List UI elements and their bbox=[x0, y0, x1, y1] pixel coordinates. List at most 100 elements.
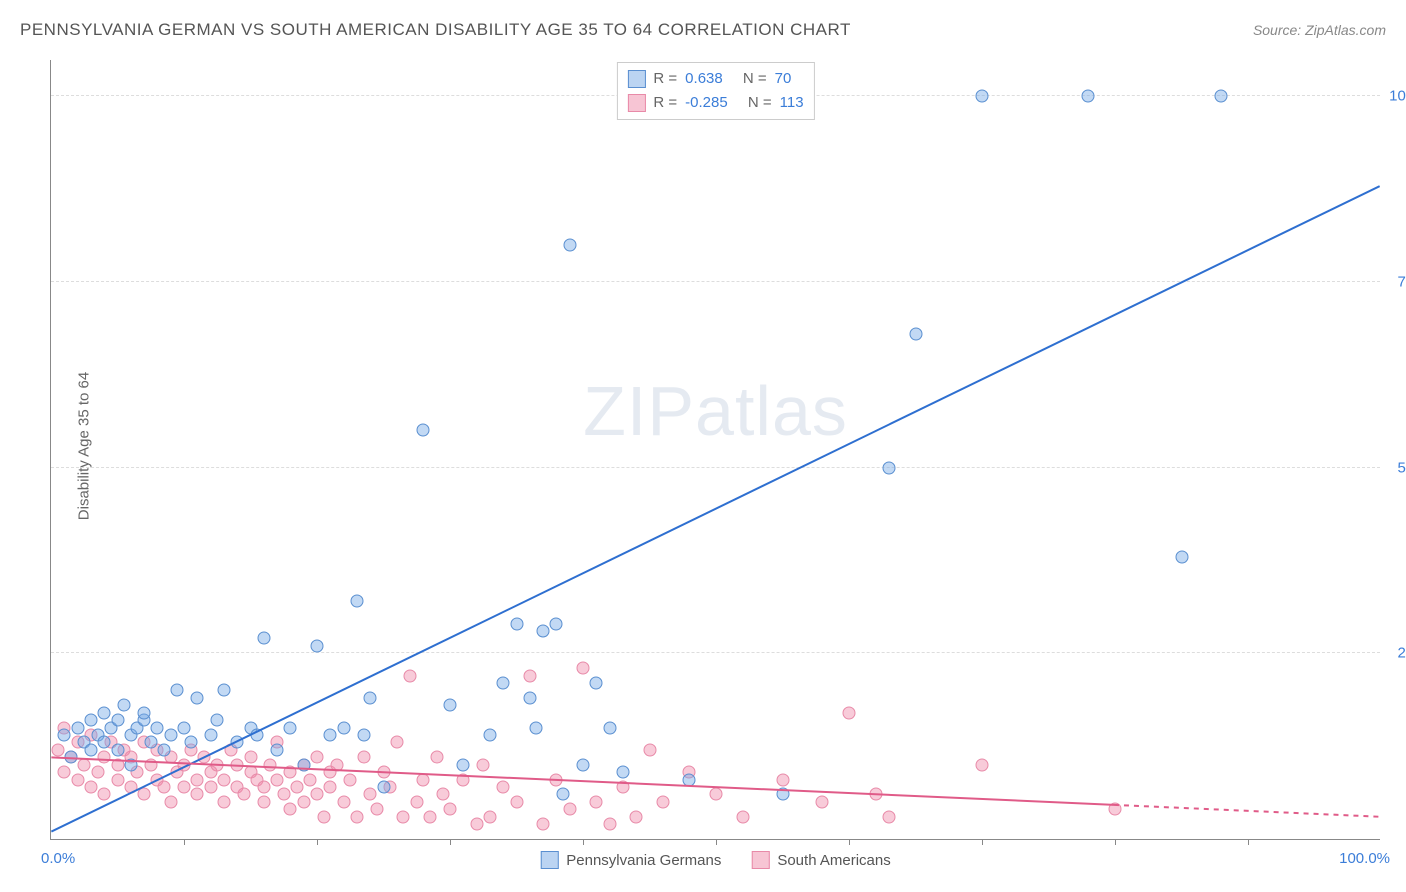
scatter-point bbox=[417, 773, 430, 786]
scatter-point bbox=[204, 729, 217, 742]
scatter-point bbox=[257, 632, 270, 645]
scatter-point bbox=[184, 736, 197, 749]
legend-r-label: R = bbox=[653, 67, 677, 91]
scatter-point bbox=[251, 729, 264, 742]
scatter-point bbox=[710, 788, 723, 801]
scatter-point bbox=[84, 781, 97, 794]
watermark-part2: atlas bbox=[695, 372, 848, 450]
scatter-point bbox=[51, 743, 64, 756]
scatter-point bbox=[58, 729, 71, 742]
scatter-point bbox=[211, 714, 224, 727]
scatter-point bbox=[217, 795, 230, 808]
trend-line bbox=[1114, 805, 1380, 817]
x-tick bbox=[1248, 839, 1249, 845]
scatter-point bbox=[191, 773, 204, 786]
scatter-point bbox=[231, 736, 244, 749]
scatter-point bbox=[297, 758, 310, 771]
scatter-point bbox=[616, 766, 629, 779]
scatter-point bbox=[118, 699, 131, 712]
scatter-point bbox=[217, 684, 230, 697]
scatter-point bbox=[237, 788, 250, 801]
scatter-point bbox=[656, 795, 669, 808]
scatter-point bbox=[1175, 550, 1188, 563]
gridline bbox=[51, 281, 1380, 282]
scatter-point bbox=[291, 781, 304, 794]
scatter-point bbox=[616, 781, 629, 794]
scatter-point bbox=[577, 662, 590, 675]
scatter-point bbox=[138, 706, 151, 719]
legend-row-blue: R = 0.638 N = 70 bbox=[627, 67, 803, 91]
scatter-point bbox=[510, 617, 523, 630]
plot-area: ZIPatlas R = 0.638 N = 70 R = -0.285 N =… bbox=[50, 60, 1380, 840]
scatter-point bbox=[144, 758, 157, 771]
scatter-point bbox=[271, 773, 284, 786]
legend-n-value: 70 bbox=[775, 67, 792, 91]
scatter-point bbox=[557, 788, 570, 801]
scatter-point bbox=[78, 758, 91, 771]
scatter-point bbox=[138, 788, 151, 801]
scatter-point bbox=[563, 238, 576, 251]
scatter-point bbox=[483, 729, 496, 742]
legend-label-blue: Pennsylvania Germans bbox=[566, 852, 721, 869]
scatter-point bbox=[882, 810, 895, 823]
legend-label-pink: South Americans bbox=[777, 852, 890, 869]
scatter-point bbox=[244, 751, 257, 764]
scatter-point bbox=[843, 706, 856, 719]
legend-correlation: R = 0.638 N = 70 R = -0.285 N = 113 bbox=[616, 62, 814, 120]
legend-swatch-blue-icon bbox=[627, 70, 645, 88]
scatter-point bbox=[816, 795, 829, 808]
scatter-point bbox=[84, 743, 97, 756]
x-tick bbox=[450, 839, 451, 845]
scatter-point bbox=[643, 743, 656, 756]
scatter-point bbox=[444, 699, 457, 712]
scatter-point bbox=[736, 810, 749, 823]
scatter-point bbox=[324, 781, 337, 794]
scatter-point bbox=[364, 691, 377, 704]
legend-item-blue: Pennsylvania Germans bbox=[540, 851, 721, 869]
scatter-point bbox=[277, 788, 290, 801]
scatter-point bbox=[424, 810, 437, 823]
scatter-point bbox=[377, 781, 390, 794]
scatter-point bbox=[430, 751, 443, 764]
scatter-point bbox=[111, 743, 124, 756]
scatter-point bbox=[311, 788, 324, 801]
scatter-point bbox=[111, 714, 124, 727]
x-tick bbox=[982, 839, 983, 845]
scatter-point bbox=[683, 773, 696, 786]
chart-title: PENNSYLVANIA GERMAN VS SOUTH AMERICAN DI… bbox=[20, 20, 851, 40]
scatter-point bbox=[563, 803, 576, 816]
scatter-point bbox=[124, 781, 137, 794]
scatter-point bbox=[630, 810, 643, 823]
x-tick bbox=[317, 839, 318, 845]
scatter-point bbox=[550, 773, 563, 786]
source-attribution: Source: ZipAtlas.com bbox=[1253, 22, 1386, 38]
scatter-point bbox=[869, 788, 882, 801]
scatter-point bbox=[477, 758, 490, 771]
scatter-point bbox=[164, 729, 177, 742]
scatter-point bbox=[84, 714, 97, 727]
scatter-point bbox=[204, 781, 217, 794]
scatter-point bbox=[417, 424, 430, 437]
scatter-point bbox=[357, 751, 370, 764]
scatter-point bbox=[497, 677, 510, 690]
scatter-point bbox=[530, 721, 543, 734]
scatter-point bbox=[124, 758, 137, 771]
scatter-point bbox=[457, 773, 470, 786]
scatter-point bbox=[158, 743, 171, 756]
scatter-point bbox=[410, 795, 423, 808]
scatter-point bbox=[537, 625, 550, 638]
scatter-point bbox=[178, 721, 191, 734]
scatter-point bbox=[337, 721, 350, 734]
y-tick-label: 50.0% bbox=[1397, 459, 1406, 476]
x-tick bbox=[716, 839, 717, 845]
x-tick bbox=[583, 839, 584, 845]
scatter-point bbox=[71, 721, 84, 734]
scatter-point bbox=[364, 788, 377, 801]
legend-n-label: N = bbox=[748, 91, 772, 115]
legend-series: Pennsylvania Germans South Americans bbox=[540, 851, 890, 869]
legend-r-value: 0.638 bbox=[685, 67, 723, 91]
scatter-point bbox=[976, 758, 989, 771]
legend-n-value: 113 bbox=[780, 91, 804, 115]
scatter-point bbox=[211, 758, 224, 771]
x-axis-min-label: 0.0% bbox=[41, 850, 75, 867]
